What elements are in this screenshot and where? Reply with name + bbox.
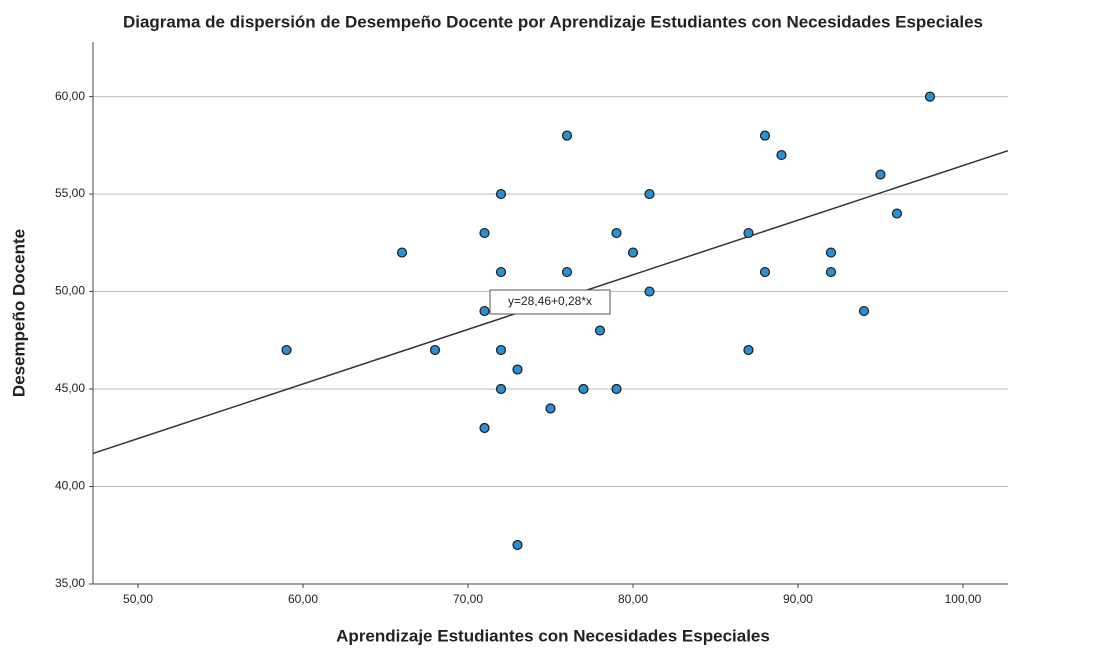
point <box>611 227 622 239</box>
point <box>611 383 622 395</box>
point <box>512 539 523 551</box>
x-tick-label: 70,00 <box>453 592 483 606</box>
point <box>644 188 655 200</box>
y-tick-label: 35,00 <box>55 576 85 590</box>
point <box>545 403 556 414</box>
x-tick-label: 90,00 <box>783 592 813 606</box>
point <box>759 130 771 141</box>
y-tick-label: 55,00 <box>55 186 85 200</box>
y-tick-label: 60,00 <box>55 89 85 103</box>
y-tick-label: 40,00 <box>55 479 85 493</box>
point <box>644 286 655 297</box>
x-axis-title: Aprendizaje Estudiantes con Necesidades … <box>336 626 770 645</box>
x-tick-label: 80,00 <box>618 592 648 606</box>
y-axis-title: Desempeño Docente <box>9 229 28 397</box>
point <box>578 383 589 395</box>
point <box>512 364 523 375</box>
point <box>825 247 837 258</box>
point <box>875 169 886 180</box>
chart-title: Diagrama de dispersión de Desempeño Doce… <box>123 12 983 31</box>
x-tick-label: 50,00 <box>123 592 153 606</box>
point <box>891 208 903 219</box>
point <box>479 422 490 434</box>
point <box>627 247 639 258</box>
x-tick-label: 100,00 <box>945 592 982 606</box>
point <box>396 247 408 258</box>
point <box>495 266 507 278</box>
point <box>825 266 837 278</box>
point <box>759 266 771 278</box>
point <box>281 344 292 356</box>
x-tick-label: 60,00 <box>288 592 318 606</box>
point <box>495 383 507 395</box>
y-tick-label: 50,00 <box>55 284 85 298</box>
point <box>495 188 507 200</box>
y-tick-label: 45,00 <box>55 381 85 395</box>
point <box>429 344 441 356</box>
point <box>776 149 787 161</box>
point <box>479 305 490 317</box>
point <box>561 130 573 141</box>
point <box>743 227 754 239</box>
fit-label-box <box>489 289 611 315</box>
point <box>858 305 870 317</box>
point <box>594 325 606 336</box>
point <box>495 344 507 356</box>
point <box>561 266 573 278</box>
point <box>479 227 490 239</box>
point <box>743 344 754 356</box>
point <box>924 91 936 102</box>
fit-label: y=28,46+0,28*x <box>508 294 592 308</box>
